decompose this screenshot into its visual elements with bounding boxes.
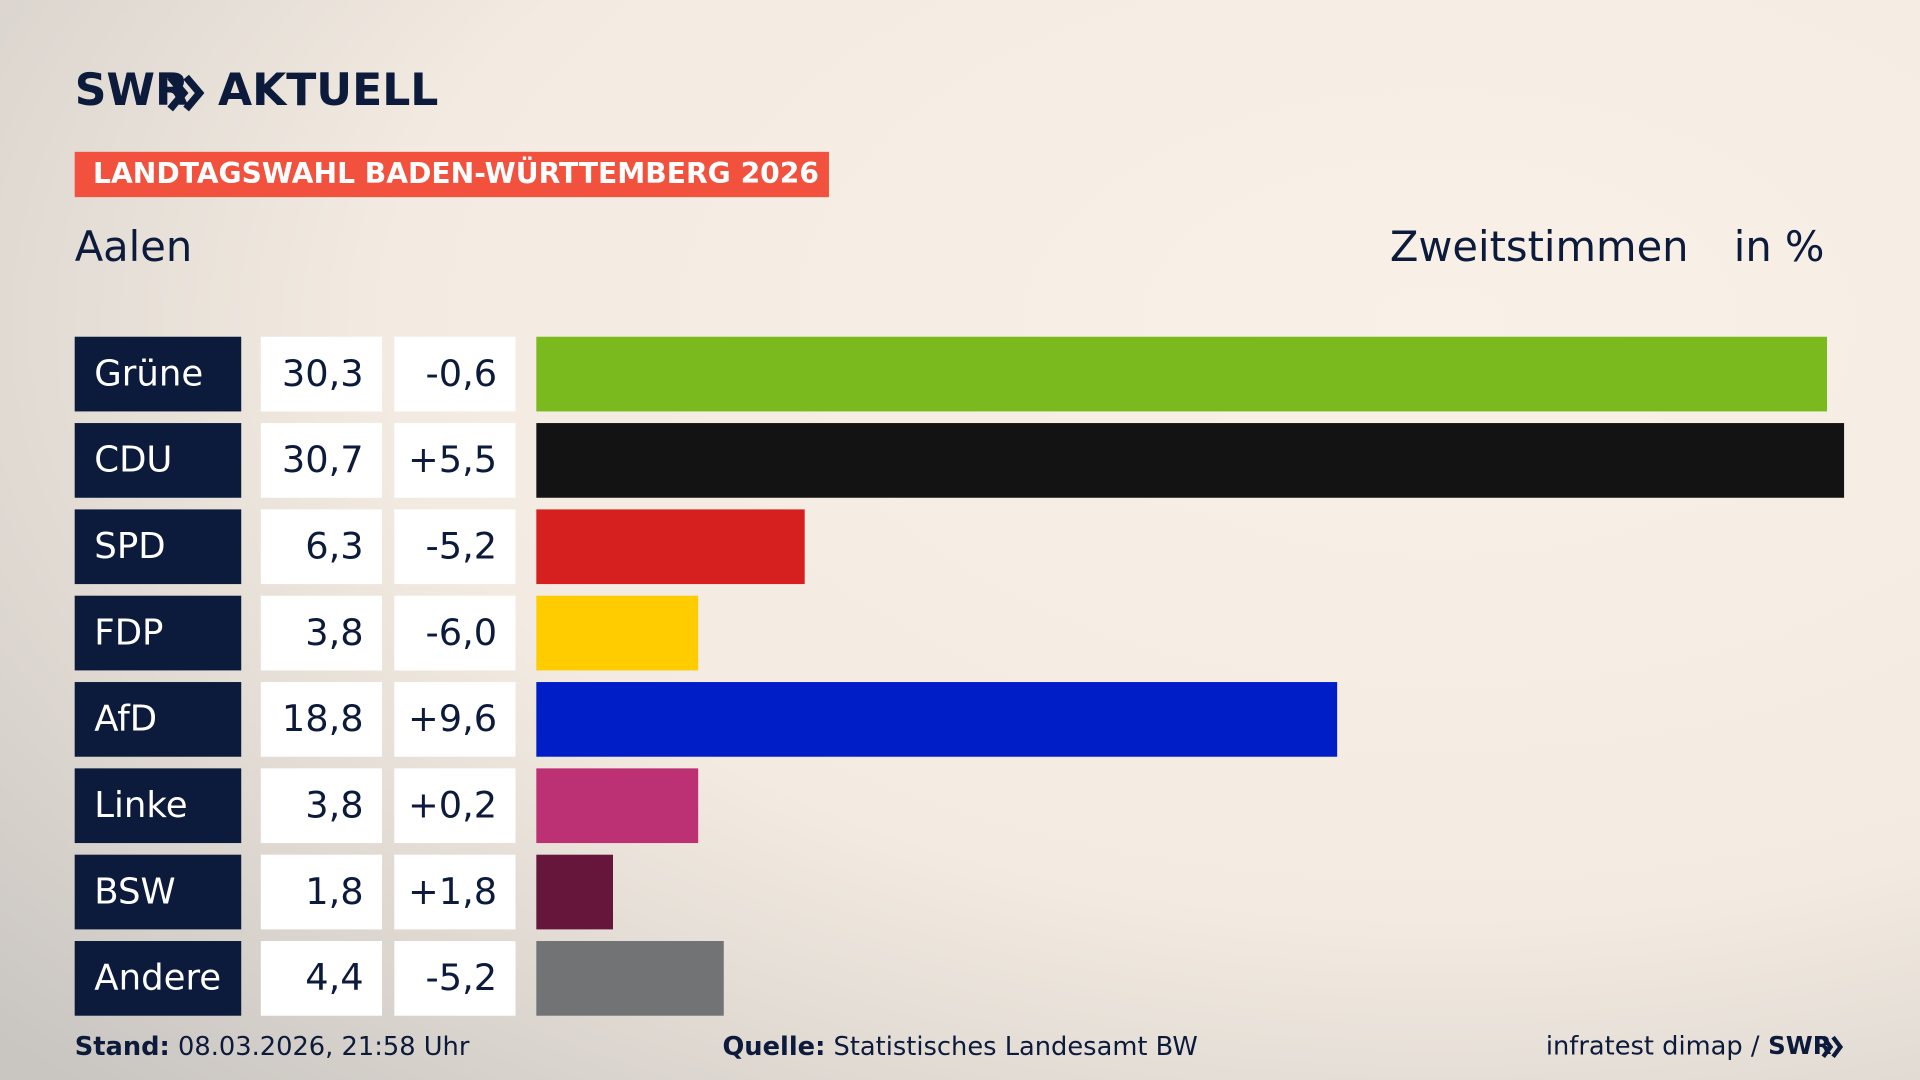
- change-box: [394, 768, 516, 844]
- value-label: 3,8: [305, 783, 363, 826]
- value-label: 4,4: [305, 956, 363, 999]
- rows: Grüne 30,3 -0,6 CDU 30,7 +5,5 SPD 6,3 -5,2 FDP 3,8…: [74, 336, 1845, 1016]
- value-box: [260, 423, 383, 498]
- change-box: [394, 941, 516, 1016]
- bar: [536, 336, 1828, 412]
- value-box: [260, 682, 383, 757]
- party-box: [74, 768, 242, 844]
- change-box: [394, 423, 516, 498]
- value-box: [260, 336, 383, 412]
- bar: [536, 423, 1845, 498]
- source-value: Statistisches Landesamt BW: [834, 1031, 1198, 1061]
- unit: in %: [1734, 222, 1825, 271]
- party-box: [74, 854, 242, 930]
- value-box: [260, 768, 383, 844]
- change-label: +5,5: [408, 438, 497, 481]
- value-box: [260, 509, 383, 585]
- value-box: [260, 854, 383, 930]
- source-label: Quelle:: [722, 1031, 825, 1061]
- party-label: Linke: [94, 785, 187, 826]
- change-label: +1,8: [408, 870, 497, 913]
- value-label: 3,8: [305, 611, 363, 654]
- credit: infratest dimap /: [1546, 1031, 1760, 1061]
- value-box: [260, 595, 383, 671]
- change-box: [394, 509, 516, 585]
- value-label: 6,3: [305, 524, 363, 567]
- subtitle: Aalen: [75, 222, 193, 271]
- source: Quelle: Statistisches Landesamt BW: [722, 1031, 1197, 1061]
- party-box: [74, 509, 242, 585]
- value-label: 30,3: [282, 352, 364, 395]
- value-label: 30,7: [282, 438, 364, 481]
- change-box: [394, 336, 516, 412]
- logo: SWR AKTUELL: [75, 65, 439, 116]
- credit-chevrons: [1821, 1035, 1844, 1059]
- logo-chevrons: [167, 74, 205, 112]
- change-label: -5,2: [425, 956, 497, 999]
- bar: [536, 595, 699, 671]
- party-box: [74, 595, 242, 671]
- bar: [536, 768, 699, 844]
- party-box: [74, 941, 242, 1016]
- party-label: CDU: [94, 440, 172, 481]
- change-label: -5,2: [425, 524, 497, 567]
- value-heading: Zweitstimmen: [1390, 222, 1689, 271]
- value-label: 1,8: [305, 870, 363, 913]
- title-box: [74, 151, 829, 198]
- bar: [536, 941, 724, 1016]
- stand-value: 08.03.2026, 21:58 Uhr: [178, 1031, 470, 1061]
- party-box: [74, 423, 242, 498]
- change-label: +9,6: [408, 697, 497, 740]
- change-label: +0,2: [408, 783, 497, 826]
- change-box: [394, 682, 516, 757]
- stand-label: Stand:: [75, 1031, 170, 1061]
- stand: Stand: 08.03.2026, 21:58 Uhr: [75, 1031, 470, 1061]
- party-label: FDP: [94, 612, 163, 653]
- change-box: [394, 595, 516, 671]
- change-label: -0,6: [425, 352, 497, 395]
- value-label: 18,8: [282, 697, 364, 740]
- logo-product: AKTUELL: [218, 65, 438, 116]
- bar: [536, 854, 614, 930]
- party-label: Grüne: [94, 353, 203, 394]
- bar: [536, 682, 1338, 757]
- party-label: Andere: [94, 958, 221, 999]
- bar: [536, 509, 805, 585]
- party-label: AfD: [94, 699, 157, 740]
- change-box: [394, 854, 516, 930]
- party-box: [74, 336, 242, 412]
- party-box: [74, 682, 242, 757]
- party-label: SPD: [94, 526, 165, 567]
- chart-title: LANDTAGSWAHL BADEN-WÜRTTEMBERG 2026: [93, 156, 819, 190]
- change-label: -6,0: [425, 611, 497, 654]
- credit-brand: SWR: [1768, 1031, 1832, 1060]
- value-box: [260, 941, 383, 1016]
- party-label: BSW: [94, 871, 175, 912]
